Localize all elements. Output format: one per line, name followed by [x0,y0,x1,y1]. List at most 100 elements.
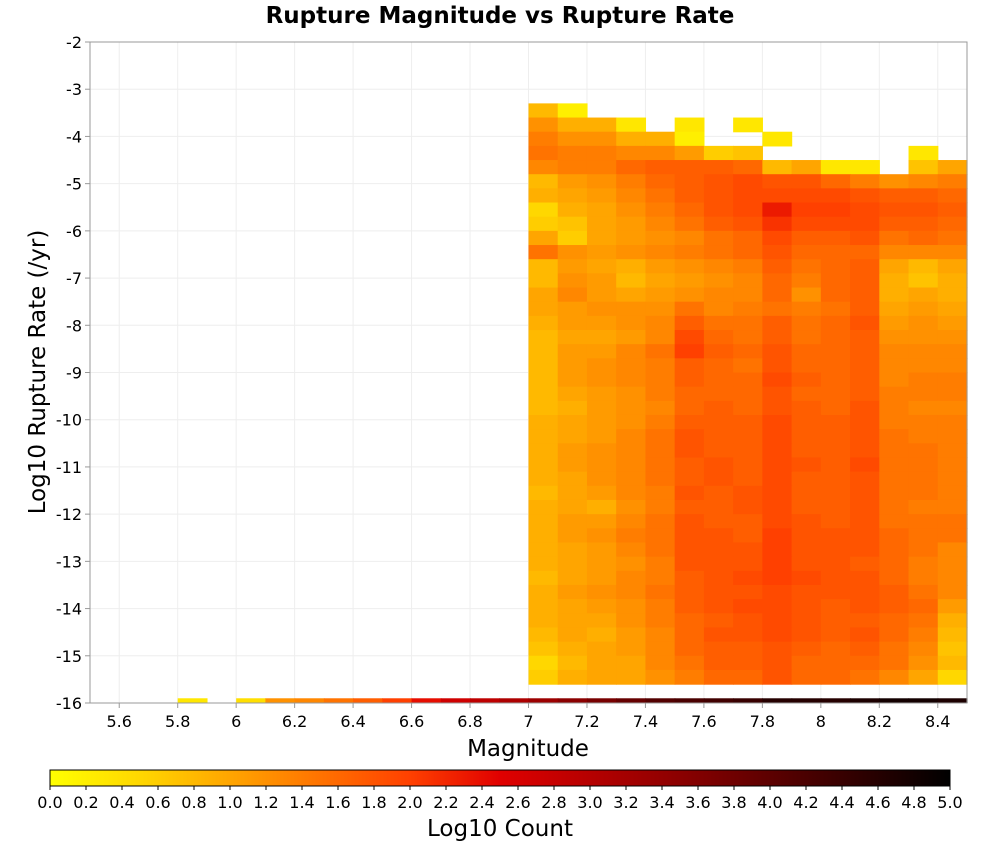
heatmap-cell [645,386,676,402]
heatmap-cell [733,414,763,430]
heatmap-cell [557,570,588,586]
heatmap-cell [586,117,617,133]
heatmap-cell [674,315,705,331]
heatmap-cell [645,457,676,473]
heatmap-cell [703,429,734,444]
heatmap-cell [908,400,939,416]
heatmap-cell [733,542,763,558]
heatmap-cell [791,174,822,189]
heatmap-cell [850,669,880,685]
y-tick-label: -9 [66,364,82,383]
heatmap-cell [820,556,851,572]
heatmap-cell [733,386,763,402]
heatmap-cell [470,698,500,703]
heatmap-cell [528,188,559,204]
heatmap-cell [733,202,763,218]
heatmap-cell [645,669,676,685]
heatmap-cell [645,330,676,345]
heatmap-cell [557,103,588,119]
heatmap-cell [674,301,705,317]
heatmap-cell [703,570,734,586]
heatmap-cell [674,117,705,133]
heatmap-cell [528,627,559,643]
heatmap-cell [528,499,559,515]
heatmap-cell [411,698,442,703]
heatmap-cell [791,202,822,218]
heatmap-cell [850,174,880,189]
heatmap-cell [820,613,851,629]
heatmap-cell [645,584,676,600]
heatmap-cell [762,216,793,232]
heatmap-cell [616,202,647,218]
heatmap-cell [733,457,763,473]
heatmap-cell [557,230,588,246]
heatmap-cell [528,358,559,374]
heatmap-cell [820,315,851,331]
heatmap-cell [733,174,763,189]
heatmap-cell [674,386,705,402]
heatmap-cell [703,400,734,416]
heatmap-cell [762,259,793,274]
heatmap-cell [557,358,588,374]
heatmap-cell [528,443,559,459]
heatmap-cell [674,273,705,289]
colorbar-tick-label: 2.2 [433,793,458,812]
heatmap-cell [586,131,617,147]
heatmap-cell [762,273,793,289]
heatmap-cell [762,485,793,501]
heatmap-cell [937,400,968,416]
heatmap-cell [908,188,939,204]
y-tick-label: -8 [66,316,82,335]
heatmap-cell [586,230,617,246]
heatmap-cell [850,599,880,614]
heatmap-cell [586,499,617,515]
heatmap-cell [557,542,588,558]
heatmap-cell [236,698,266,703]
heatmap-cell [674,499,705,515]
heatmap-cell [645,627,676,643]
heatmap-cell [820,344,851,359]
heatmap-cell [557,301,588,317]
x-ticks: 5.6 5.8 6 6.2 6.4 6.6 6.8 7 7.2 7.4 7.6 7.8 8 8.2 8.4 [107,703,950,731]
x-tick-label: 8.2 [867,712,892,731]
heatmap-cell [528,429,559,444]
heatmap-cell [850,160,880,175]
heatmap-cell [616,131,647,147]
y-tick-label: -7 [66,269,82,288]
heatmap-cell [850,414,880,430]
heatmap-cell [733,514,763,529]
heatmap-cell [791,528,822,544]
heatmap-cell [762,414,793,430]
heatmap-cell [674,528,705,544]
colorbar-tick-label: 2.8 [541,793,566,812]
heatmap-cell [528,273,559,289]
heatmap-cell [674,160,705,175]
heatmap-cell [674,584,705,600]
heatmap-cell [616,230,647,246]
heatmap-cell [616,655,647,671]
heatmap-cell [791,471,822,487]
heatmap-cell [703,556,734,572]
heatmap-cell [674,599,705,614]
heatmap-cell [586,443,617,459]
heatmap-cell [908,344,939,359]
x-tick-label: 5.8 [165,712,190,731]
heatmap-cell [879,400,910,416]
heatmap-cell [762,372,793,388]
heatmap-cell [733,117,763,133]
heatmap-cell [937,669,968,685]
heatmap-cell [762,344,793,359]
heatmap-cell [645,556,676,572]
heatmap-cell [937,698,968,703]
heatmap-cell [586,301,617,317]
heatmap-cell [616,245,647,260]
heatmap-cell [557,372,588,388]
heatmap-cell [703,414,734,430]
heatmap-cell [586,273,617,289]
heatmap-cell [557,485,588,501]
heatmap-cell [820,188,851,204]
heatmap-cell [674,344,705,359]
heatmap-cell [850,287,880,303]
colorbar-tick-label: 1.4 [289,793,314,812]
heatmap-cell [645,613,676,629]
